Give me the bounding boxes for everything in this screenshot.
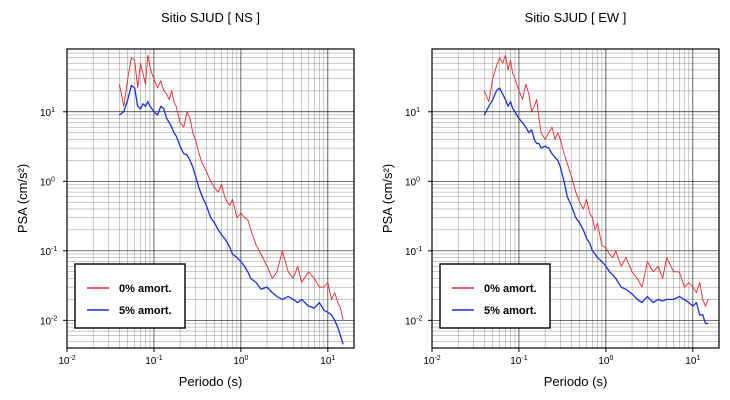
y-tick-label: 100 <box>405 176 420 188</box>
x-tick-label: 101 <box>320 355 335 367</box>
series-line-0pct <box>483 54 709 307</box>
y-tick-label: 10-2 <box>405 315 422 327</box>
y-tick-label: 10-1 <box>405 246 422 258</box>
series-line-0pct <box>118 54 344 321</box>
legend-label: 5% amort. <box>119 305 172 317</box>
chart-title: Sitio SJUD [ EW ] <box>525 10 627 25</box>
x-tick-label: 10-1 <box>145 355 162 367</box>
legend-box <box>74 263 186 329</box>
legend-box <box>439 263 551 329</box>
x-tick-label: 100 <box>233 355 248 367</box>
chart-panel-ns: Sitio SJUD [ NS ] 10-2 10-1 100 101 10-2 10-1 1… <box>15 10 355 389</box>
chart-panel-ew: Sitio SJUD [ EW ] 10-2 10-1 100 101 10-2 10-1 1… <box>380 10 720 389</box>
x-tick-label: 10-2 <box>58 355 75 367</box>
chart-title: Sitio SJUD [ NS ] <box>161 10 260 25</box>
x-tick-label: 100 <box>598 355 613 367</box>
x-tick-label: 10-1 <box>510 355 527 367</box>
y-tick-label: 100 <box>40 176 55 188</box>
x-axis-label: Periodo (s) <box>179 374 243 389</box>
x-axis-label: Periodo (s) <box>544 374 608 389</box>
legend-label: 0% amort. <box>119 283 172 295</box>
series-line-5pct <box>118 84 344 345</box>
legend: 0% amort. 5% amort. <box>74 263 186 329</box>
y-tick-label: 10-2 <box>40 315 57 327</box>
legend-label: 5% amort. <box>484 305 537 317</box>
x-tick-label: 10-2 <box>423 355 440 367</box>
plot-frame <box>431 48 720 349</box>
y-axis-label: PSA (cm/s²) <box>380 164 395 233</box>
grid <box>66 48 355 349</box>
legend: 0% amort. 5% amort. <box>439 263 551 329</box>
y-tick-label: 101 <box>40 107 55 119</box>
y-tick-label: 101 <box>405 107 420 119</box>
plot-frame <box>66 48 355 349</box>
y-tick-label: 10-1 <box>40 246 57 258</box>
y-axis-label: PSA (cm/s²) <box>15 164 30 233</box>
legend-label: 0% amort. <box>484 283 537 295</box>
x-tick-label: 101 <box>685 355 700 367</box>
series-line-5pct <box>483 87 709 325</box>
